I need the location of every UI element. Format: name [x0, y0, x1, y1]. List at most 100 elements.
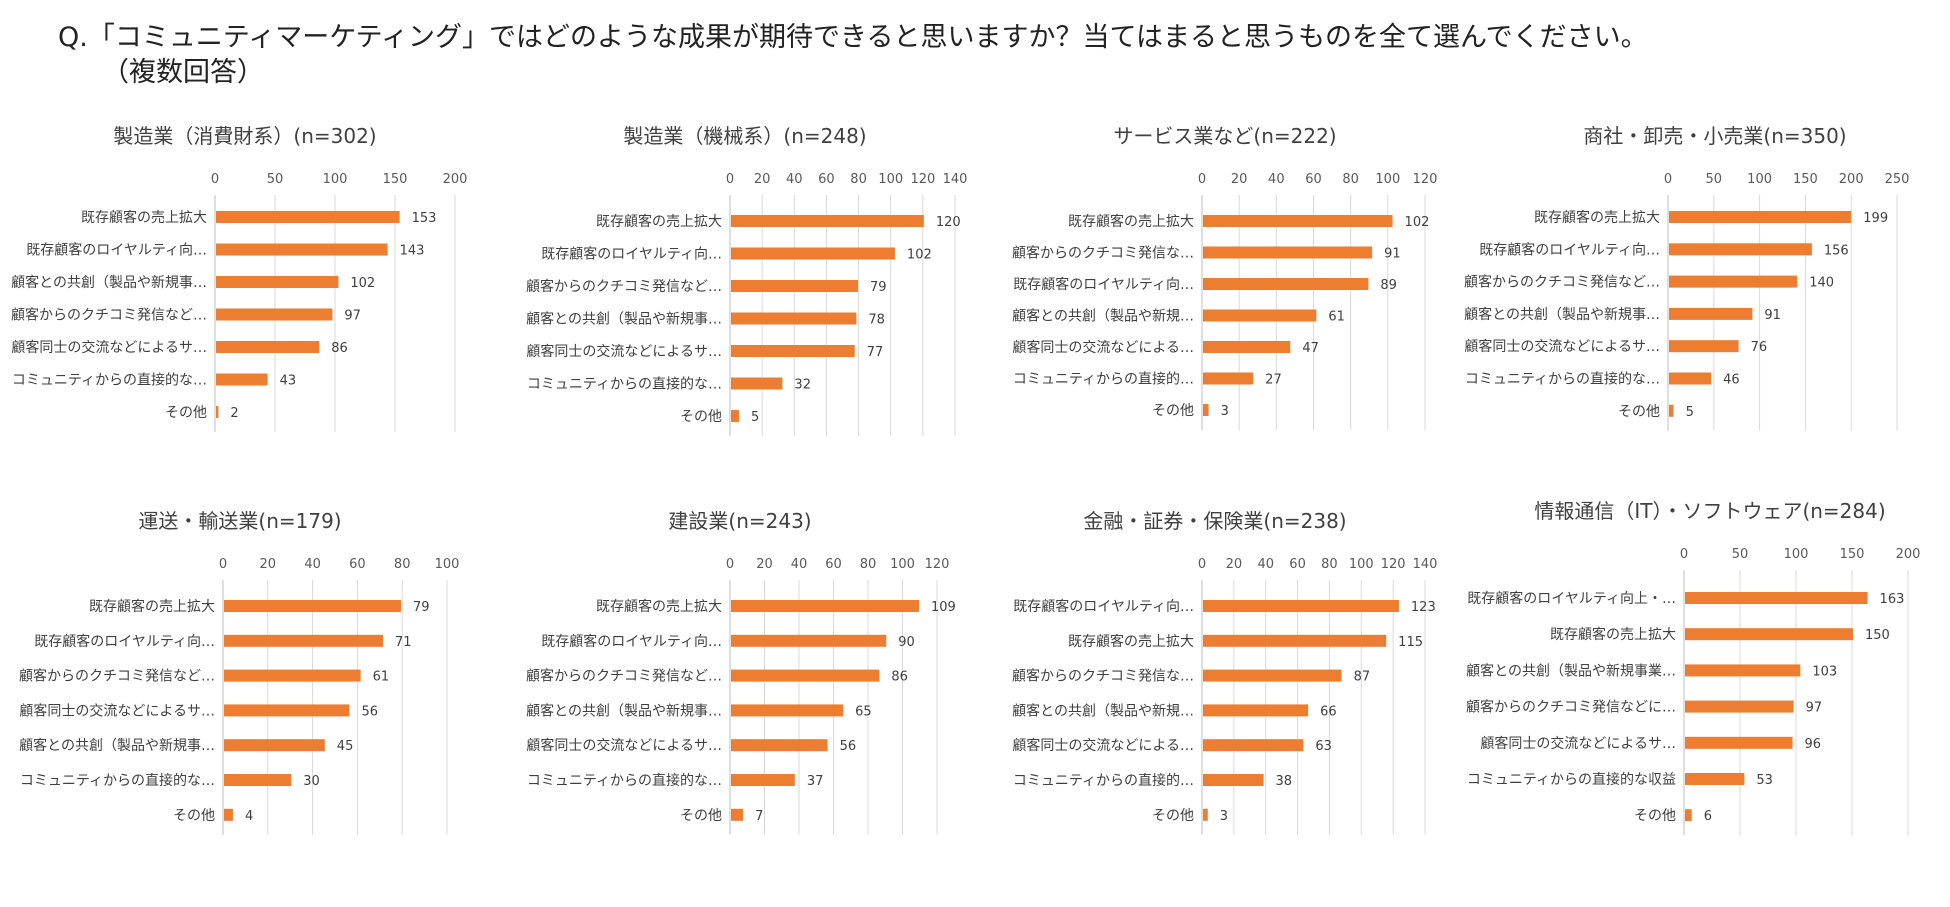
category-label: 既存顧客のロイヤルティ向… [1013, 276, 1194, 293]
category-label: その他 [165, 405, 207, 421]
chart-title: 情報通信（IT）・ソフトウェア(n=284) [1534, 499, 1885, 523]
data-label: 53 [1756, 773, 1773, 788]
category-label: 顧客同士の交流などによるサ… [526, 737, 722, 754]
bar [731, 312, 857, 325]
bar-chart: 製造業（機械系）(n=248) 0 20 40 60 80 100 120 140 既存顧客の売上… [526, 124, 967, 436]
data-label: 97 [344, 309, 361, 324]
x-tick-label: 20 [1231, 172, 1248, 187]
bar [1203, 669, 1342, 682]
bar [1203, 372, 1254, 385]
data-label: 43 [280, 374, 297, 389]
x-tick-label: 20 [1226, 557, 1243, 572]
category-label: 既存顧客の売上拡大 [81, 209, 207, 226]
bar [1685, 773, 1745, 785]
bar [731, 669, 880, 682]
x-tick-label: 200 [1839, 172, 1864, 187]
data-label: 76 [1751, 340, 1768, 355]
bar [1203, 341, 1291, 353]
data-label: 65 [855, 704, 872, 719]
category-label: 既存顧客の売上拡大 [1068, 213, 1194, 230]
x-tick-label: 50 [1706, 172, 1723, 187]
data-label: 61 [1328, 310, 1345, 325]
data-label: 3 [1220, 809, 1228, 824]
category-label: その他 [1152, 403, 1194, 419]
bar [1203, 278, 1369, 290]
x-tick-label: 100 [878, 172, 903, 187]
x-tick-label: 100 [1747, 172, 1772, 187]
data-label: 79 [413, 600, 430, 615]
x-tick-label: 20 [260, 557, 277, 572]
data-label: 86 [891, 670, 908, 685]
bar-chart: 商社・卸売・小売業(n=350) 0 50 100 150 200 250 既存顧客の売上拡大… [1464, 124, 1909, 431]
x-tick-label: 50 [267, 172, 284, 187]
data-label: 91 [1384, 247, 1401, 262]
data-label: 86 [331, 341, 348, 356]
category-label: 既存顧客のロイヤルティ向… [34, 633, 215, 650]
question-text: Q.「コミュニティマーケティング」ではどのような成果が期待できると思いますか？当… [58, 22, 1648, 53]
category-label: 顧客との共創（製品や新規… [1012, 308, 1194, 325]
bar [731, 704, 844, 717]
category-label: 顧客からのクチコミ発信など… [11, 307, 207, 324]
bar [1685, 628, 1853, 641]
category-label: 既存顧客のロイヤルティ向… [1013, 598, 1194, 615]
category-label: 顧客同士の交流などによる… [1012, 737, 1194, 754]
category-label: その他 [1634, 808, 1676, 824]
data-label: 4 [245, 809, 253, 824]
x-tick-label: 0 [211, 172, 219, 187]
bar [1685, 736, 1793, 749]
category-label: その他 [1618, 404, 1660, 420]
x-tick-label: 20 [754, 172, 771, 187]
chart-title: 運送・輸送業(n=179) [138, 509, 341, 533]
data-label: 96 [1805, 737, 1822, 752]
category-label: 顧客同士の交流などによるサ… [11, 339, 207, 356]
data-label: 63 [1315, 739, 1332, 754]
bar [1203, 774, 1264, 786]
category-label: コミュニティからの直接的な… [527, 376, 722, 393]
bar [731, 377, 783, 390]
data-label: 6 [1704, 809, 1712, 824]
category-label: 顧客からのクチコミ発信な… [1012, 245, 1194, 262]
category-label: 既存顧客の売上拡大 [596, 213, 722, 230]
data-label: 199 [1863, 211, 1888, 226]
data-label: 109 [931, 600, 956, 615]
x-tick-label: 40 [1268, 172, 1285, 187]
bar-chart: 建設業(n=243) 0 20 40 60 80 100 120 既存顧客の売上拡大 109 既存顧… [526, 509, 956, 835]
bar [731, 808, 744, 821]
x-tick-label: 120 [910, 172, 935, 187]
category-label: 顧客との共創（製品や新規事… [11, 274, 207, 291]
category-label: 顧客からのクチコミ発信などに… [1466, 699, 1676, 716]
x-tick-label: 200 [443, 172, 468, 187]
bar [216, 308, 333, 321]
bar [1203, 739, 1304, 752]
x-tick-label: 40 [1257, 557, 1274, 572]
category-label: 既存顧客のロイヤルティ向… [541, 246, 722, 263]
category-label: コミュニティからの直接的な… [1465, 371, 1660, 388]
data-label: 97 [1806, 701, 1823, 716]
data-label: 37 [807, 774, 824, 789]
x-tick-label: 50 [1732, 547, 1749, 562]
category-label: 顧客からのクチコミ発信など… [526, 278, 722, 295]
category-label: 既存顧客の売上拡大 [596, 598, 722, 615]
data-label: 87 [1354, 670, 1371, 685]
bar [216, 243, 388, 256]
question-heading: Q.「コミュニティマーケティング」ではどのような成果が期待できると思いますか？当… [58, 20, 1918, 90]
bar [731, 280, 858, 292]
x-tick-label: 100 [1349, 557, 1374, 572]
category-label: 顧客同士の交流などによるサ… [1480, 735, 1676, 752]
bar [731, 634, 887, 647]
bar [216, 373, 268, 386]
data-label: 90 [898, 635, 915, 650]
data-label: 123 [1411, 600, 1436, 615]
data-label: 3 [1221, 404, 1229, 419]
x-tick-label: 0 [1664, 172, 1672, 187]
bar [1203, 634, 1387, 647]
data-label: 120 [936, 215, 961, 230]
bar [1685, 592, 1868, 604]
category-label: 既存顧客の売上拡大 [89, 598, 215, 615]
data-label: 150 [1865, 628, 1890, 643]
category-label: 顧客との共創（製品や新規事業… [1466, 662, 1676, 679]
bar [1203, 704, 1309, 717]
bar-chart: 運送・輸送業(n=179) 0 20 40 60 80 100 既存顧客の売上拡大 79 既存顧客… [19, 509, 459, 835]
category-label: その他 [680, 808, 722, 824]
data-label: 102 [1405, 215, 1430, 230]
